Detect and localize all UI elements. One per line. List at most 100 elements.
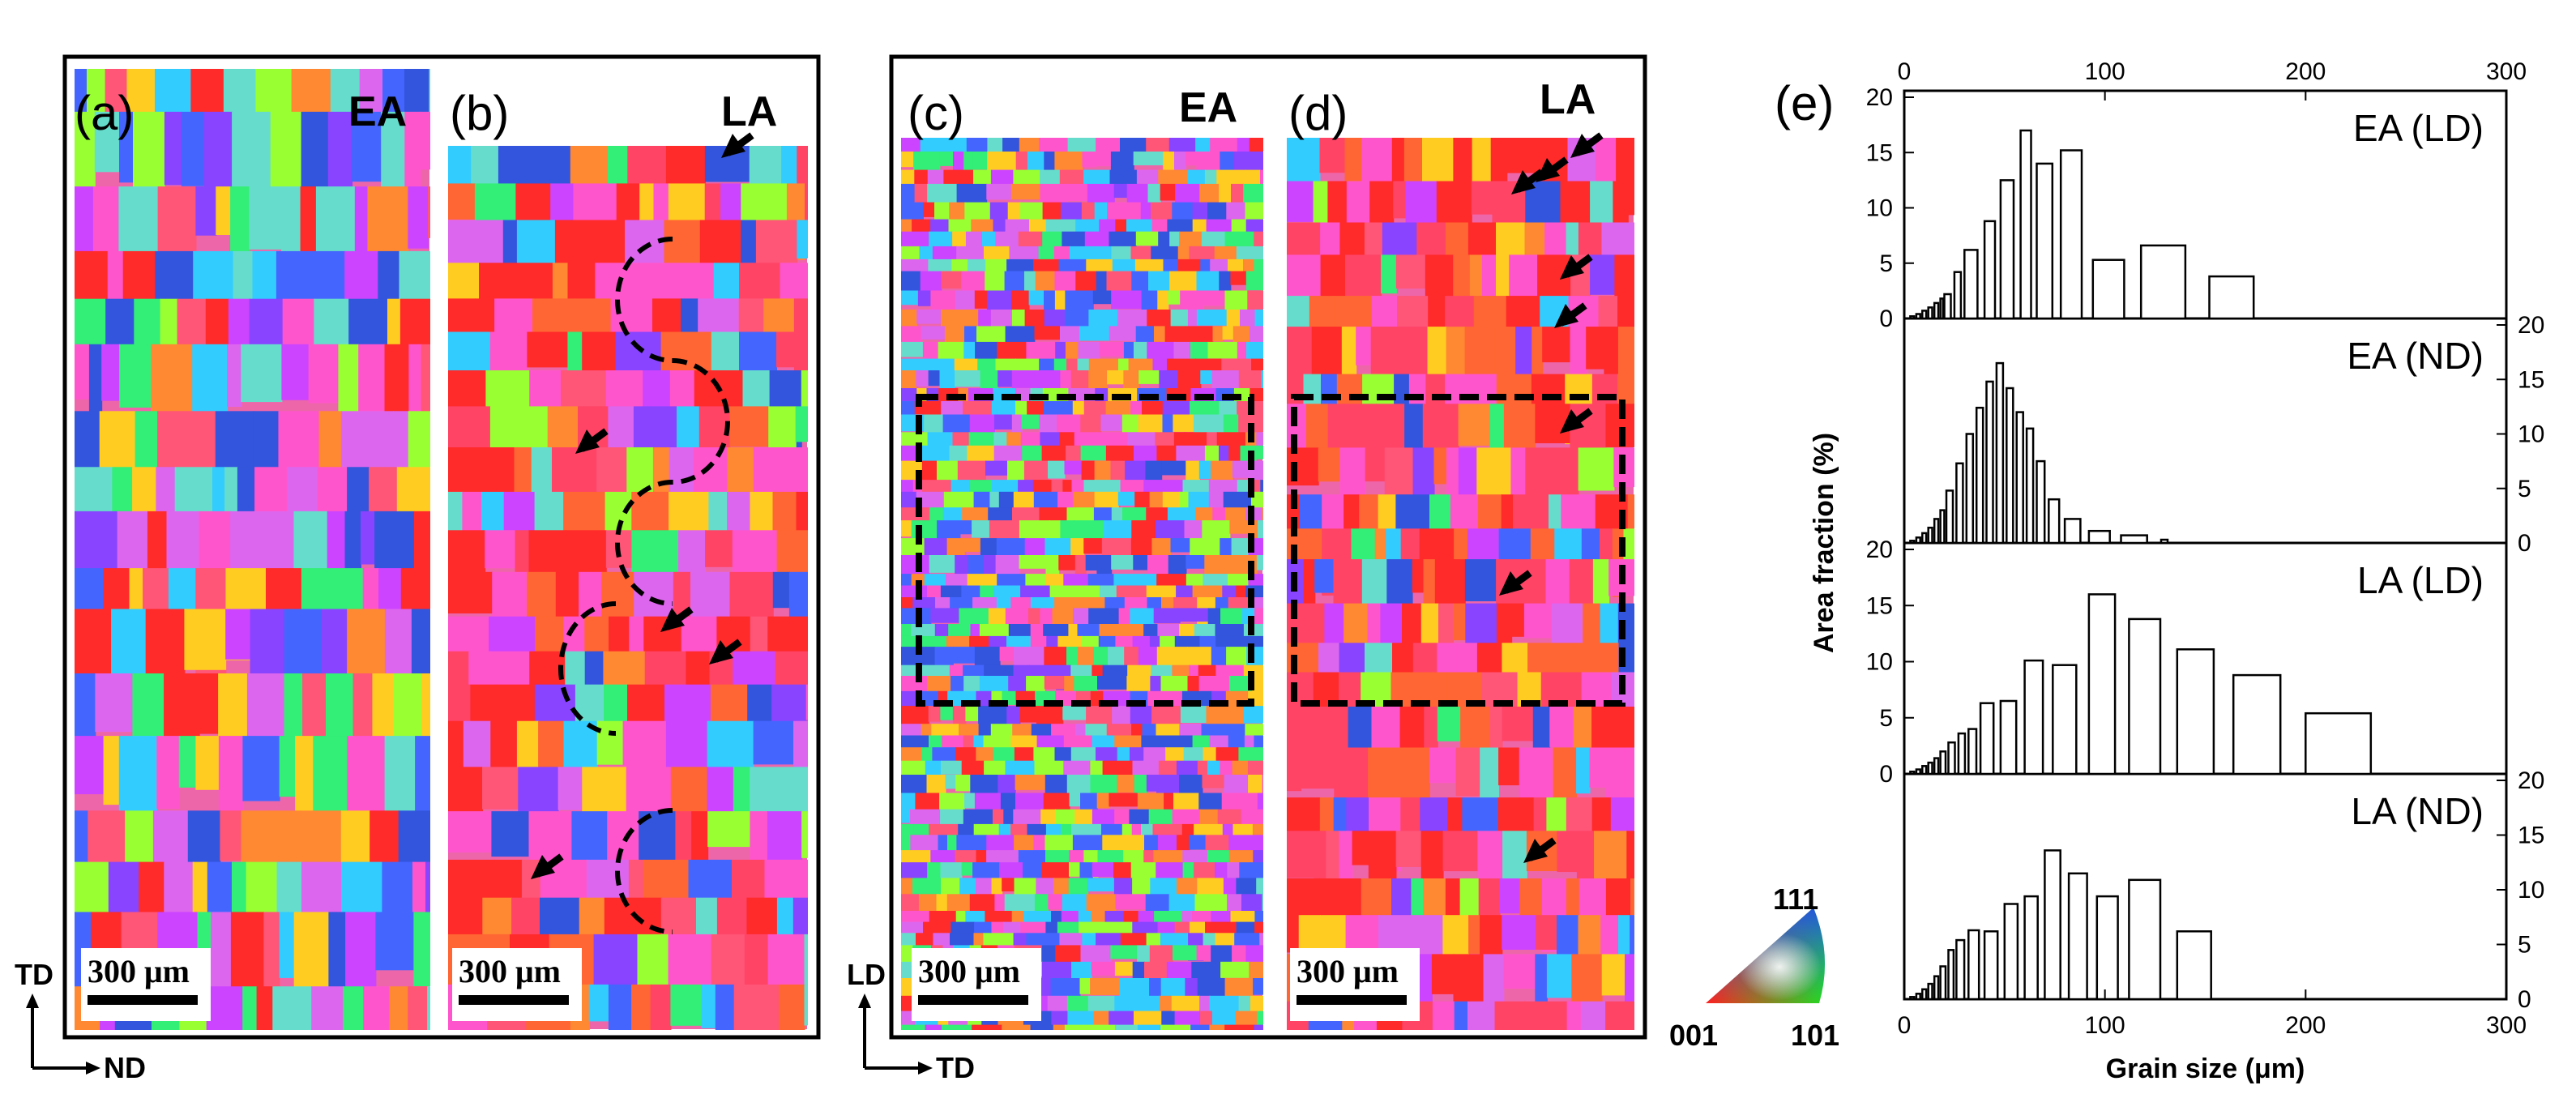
histogram-panel-title: LA (ND) <box>2351 790 2484 832</box>
histogram-bar <box>1979 702 1995 776</box>
scale-bar-d: 300 μm <box>1290 948 1420 1021</box>
histogram-panel: 0 5 10 15 20 LA (LD) <box>1866 536 2484 788</box>
histogram-bar <box>1985 380 1994 545</box>
ipf-label-111: 111 <box>1773 882 1818 916</box>
histogram-bar <box>1995 361 2005 545</box>
histogram-bar <box>2176 648 2215 776</box>
histogram-bar <box>2063 518 2082 545</box>
ipf-label-101: 101 <box>1791 1019 1839 1052</box>
histogram-bar <box>1945 489 1954 545</box>
histogram-panel-title: LA (LD) <box>2357 559 2484 601</box>
histogram-bar <box>1939 750 1947 776</box>
direction-horizontal-label: ND <box>104 1051 146 1084</box>
scale-bar-label: 300 μm <box>1297 953 1399 989</box>
histogram-bar <box>2048 498 2061 545</box>
histogram-bar <box>1933 301 1940 320</box>
histogram-bar <box>2120 534 2148 545</box>
y-tick-label: 15 <box>1866 592 1893 619</box>
histogram-bar <box>2023 895 2039 1001</box>
y-tick-label: 10 <box>2518 877 2544 904</box>
histogram-bar <box>1967 728 1978 776</box>
histogram-panel-title: EA (LD) <box>2353 107 2484 149</box>
histogram-bar <box>1955 938 1966 1001</box>
histogram-bar <box>2095 895 2119 1001</box>
scale-bar-a: 300 μm <box>81 948 211 1021</box>
histogram-bar <box>2139 244 2187 320</box>
y-tick-label: 5 <box>1879 705 1893 732</box>
y-tick-label: 0 <box>1879 761 1893 788</box>
tag-ea-c: EA <box>1179 84 1237 131</box>
direction-indicator-right: LD TD <box>847 958 975 1084</box>
histogram-bar <box>1963 249 1979 320</box>
histogram-bar <box>1915 768 1921 776</box>
histogram-bar <box>1927 982 1933 1001</box>
arrow-marker <box>1554 302 1587 328</box>
dashed-region-c <box>916 394 1254 707</box>
scale-bar-c: 300 μm <box>912 948 1041 1021</box>
histogram-bar <box>2044 849 2061 1001</box>
histogram-bar <box>1965 433 1975 545</box>
histogram-bar <box>1909 996 1916 1001</box>
top-tick-label: 0 <box>1898 58 1912 85</box>
y-tick-label: 0 <box>1879 306 1893 332</box>
panel-label-e: (e) <box>1775 76 1834 130</box>
ebsd-map-c <box>901 69 1263 1030</box>
histogram-bar <box>2036 162 2054 320</box>
histogram-bar <box>1921 310 1928 320</box>
y-tick-label: 0 <box>2518 530 2531 557</box>
panel-label-d: (d) <box>1288 86 1348 140</box>
histogram-bar <box>2128 878 2162 1001</box>
arrow-marker <box>660 606 694 632</box>
ebsd-map-d <box>1287 138 1634 1030</box>
scale-bar-label: 300 μm <box>918 953 1020 989</box>
top-tick-label: 300 <box>2486 58 2527 85</box>
histogram-bar <box>2232 673 2282 776</box>
histogram-bar <box>1939 297 1945 320</box>
ipf-color-legend: 111 001 101 <box>1669 882 1839 1052</box>
arrow-marker <box>1523 837 1557 863</box>
histogram-panel: 0 5 10 15 20 LA (ND) <box>1909 767 2544 1013</box>
histogram-bar <box>1933 975 1940 1001</box>
histogram-bar <box>1967 929 1980 1001</box>
ipf-label-001: 001 <box>1669 1019 1718 1052</box>
histogram-bar <box>2159 538 2169 545</box>
y-axis-title: Area fraction (%) <box>1809 433 1839 653</box>
panel-label-b: (b) <box>450 86 509 140</box>
ebsd-map-b <box>448 146 808 1030</box>
histogram-bar <box>1927 306 1933 320</box>
frame-ab <box>62 54 821 1040</box>
tag-ea-a: EA <box>348 88 407 135</box>
histogram-bar <box>1999 179 2015 320</box>
scale-bar-label: 300 μm <box>459 953 561 989</box>
top-tick-label: 200 <box>2285 58 2326 85</box>
x-tick-label: 0 <box>1898 1012 1912 1039</box>
histogram-bar <box>1927 761 1933 776</box>
arrow-marker <box>721 132 754 158</box>
y-tick-label: 15 <box>1866 139 1893 166</box>
histogram-bar <box>1983 220 1997 320</box>
histogram-bar <box>2087 593 2117 776</box>
histogram-bar <box>2067 872 2088 1001</box>
histogram-bar <box>2036 459 2046 545</box>
histogram-bar <box>2019 129 2032 320</box>
histogram-bar <box>1947 741 1956 776</box>
histogram-panel: 0 5 10 15 20 EA (LD) <box>1866 84 2484 332</box>
tag-la-d: LA <box>1540 76 1596 123</box>
panel-label-a: (a) <box>75 86 134 140</box>
histogram-bar <box>1957 732 1967 776</box>
histogram-bar <box>2052 664 2078 776</box>
histogram-bar <box>1933 518 1940 545</box>
histogram-bar <box>1933 757 1940 776</box>
histogram-bar <box>2305 711 2373 776</box>
y-tick-label: 5 <box>2518 932 2531 959</box>
histogram-bar <box>2015 411 2024 545</box>
y-tick-label: 20 <box>1866 536 1893 563</box>
y-tick-label: 15 <box>2518 823 2544 849</box>
histogram-bar <box>2128 617 2162 776</box>
histogram-bar <box>1927 526 1933 545</box>
arrow-marker <box>1511 169 1544 194</box>
arrow-marker <box>1560 254 1593 280</box>
histogram-bar <box>1921 765 1928 776</box>
histogram-bar <box>2023 659 2044 776</box>
